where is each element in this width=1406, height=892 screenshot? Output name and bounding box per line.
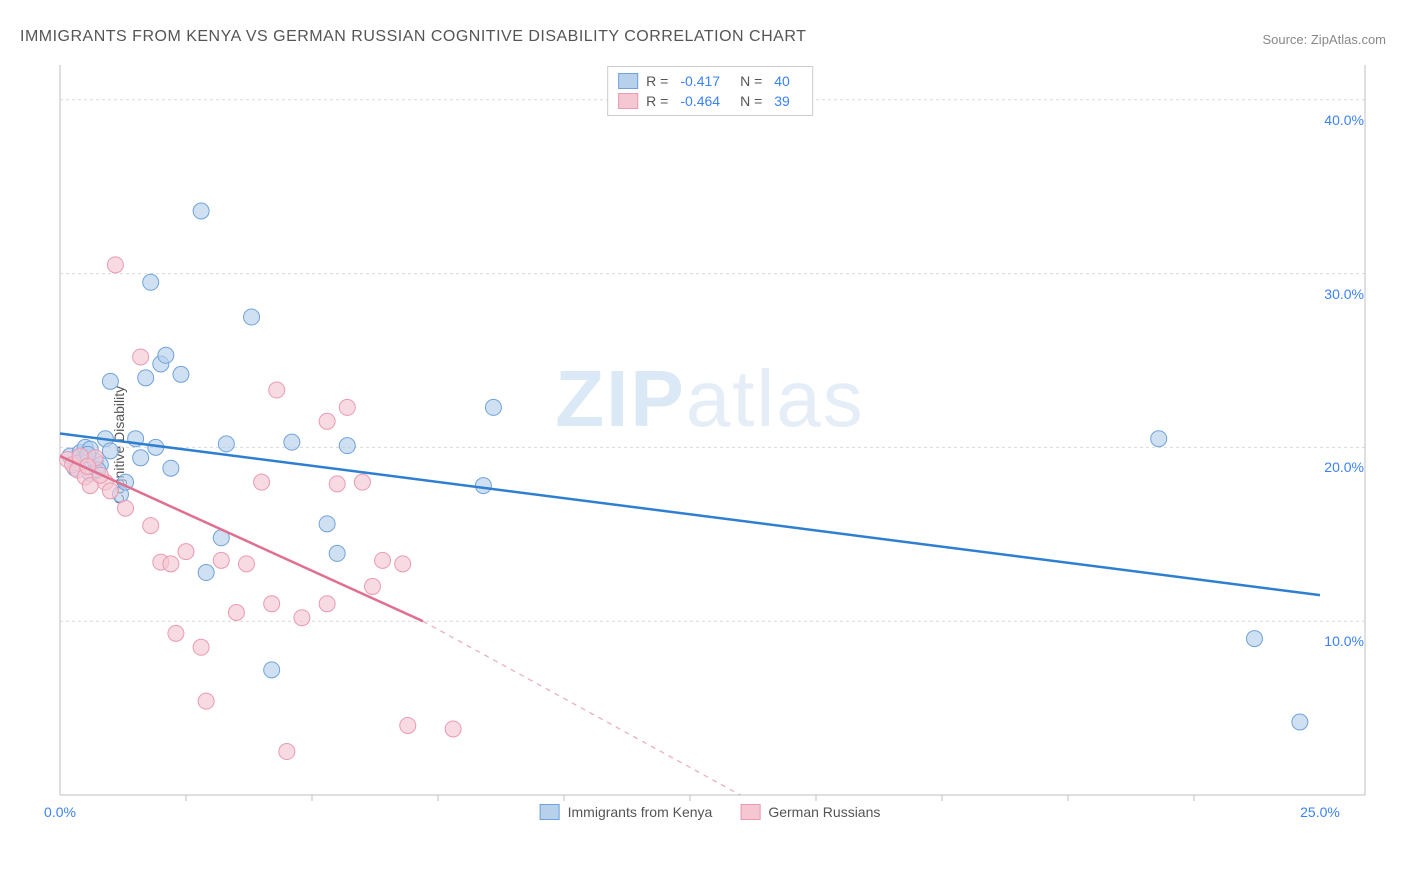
legend-r-value-0: -0.417	[680, 73, 720, 89]
legend-n-label-0: N =	[740, 73, 762, 89]
chart-title: IMMIGRANTS FROM KENYA VS GERMAN RUSSIAN …	[20, 28, 806, 46]
legend-swatch-1	[618, 93, 638, 109]
legend-series-item-0: Immigrants from Kenya	[540, 804, 713, 820]
legend-stats: R = -0.417 N = 40 R = -0.464 N = 39	[607, 66, 813, 116]
plot-area: Cognitive Disability ZIPatlas R = -0.417…	[50, 60, 1370, 830]
ytick-label: 20.0%	[1324, 459, 1364, 475]
ytick-label: 10.0%	[1324, 633, 1364, 649]
legend-r-value-1: -0.464	[680, 93, 720, 109]
legend-series-swatch-1	[740, 804, 760, 820]
legend-series-swatch-0	[540, 804, 560, 820]
legend-n-value-0: 40	[774, 73, 790, 89]
legend-r-label-0: R =	[646, 73, 668, 89]
legend-n-label-1: N =	[740, 93, 762, 109]
legend-series-label-1: German Russians	[768, 804, 880, 820]
legend-series-label-0: Immigrants from Kenya	[568, 804, 713, 820]
legend-series-item-1: German Russians	[740, 804, 880, 820]
legend-stats-row-0: R = -0.417 N = 40	[618, 71, 802, 91]
legend-stats-row-1: R = -0.464 N = 39	[618, 91, 802, 111]
xtick-label: 25.0%	[1300, 804, 1340, 820]
chart-svg	[50, 60, 1370, 830]
legend-swatch-0	[618, 73, 638, 89]
xtick-label: 0.0%	[44, 804, 76, 820]
ytick-label: 30.0%	[1324, 286, 1364, 302]
legend-n-value-1: 39	[774, 93, 790, 109]
legend-series: Immigrants from Kenya German Russians	[540, 804, 881, 820]
source-attribution: Source: ZipAtlas.com	[1262, 32, 1386, 47]
ytick-label: 40.0%	[1324, 112, 1364, 128]
legend-r-label-1: R =	[646, 93, 668, 109]
